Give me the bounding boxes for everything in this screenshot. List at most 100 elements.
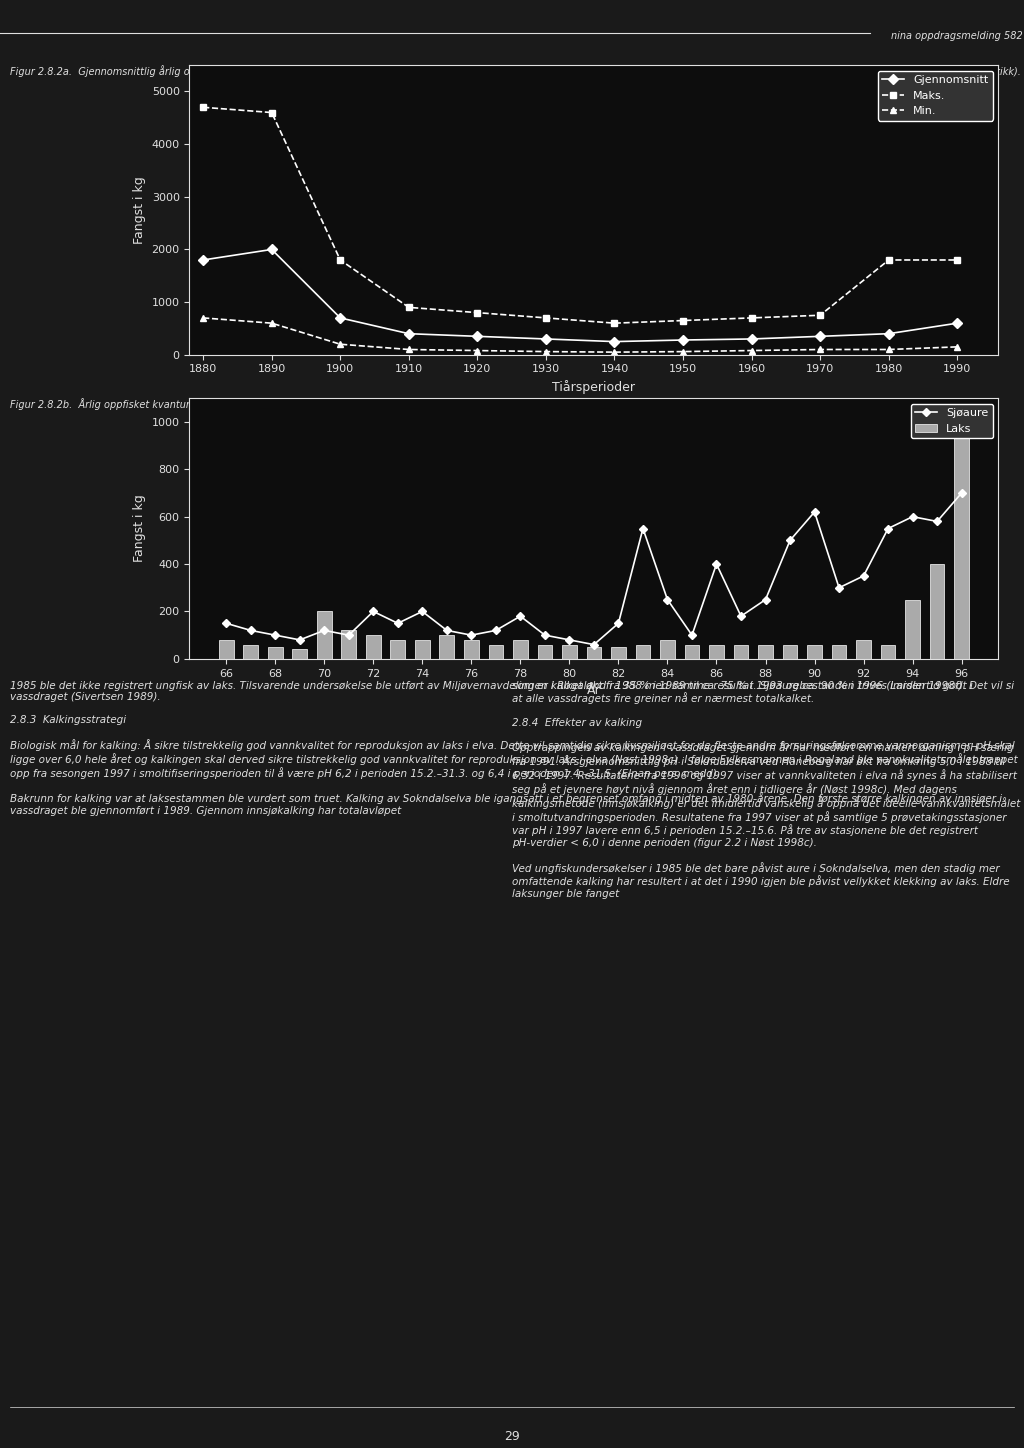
Sjøaure: [269, 627, 282, 644]
Maks.: [745, 310, 758, 327]
Sjøaure: [391, 614, 403, 631]
Line: Min.: Min.: [200, 314, 961, 356]
Sjøaure: [416, 602, 428, 620]
Gjennomsnitt: [745, 330, 758, 348]
Sjøaure: [833, 579, 845, 597]
Sjøaure: [368, 602, 380, 620]
Sjøaure: [808, 504, 820, 521]
Line: Sjøaure: Sjøaure: [223, 491, 965, 647]
Bar: [538, 644, 552, 659]
Gjennomsnitt: [334, 310, 346, 327]
Min.: [745, 342, 758, 359]
Sjøaure: [931, 513, 943, 530]
Sjøaure: [489, 621, 502, 639]
Bar: [930, 565, 944, 659]
Y-axis label: Fangst i kg: Fangst i kg: [133, 177, 146, 243]
Gjennomsnitt: [814, 327, 826, 345]
Bar: [758, 644, 773, 659]
X-axis label: Tiårsperioder: Tiårsperioder: [552, 379, 636, 394]
Bar: [733, 644, 749, 659]
Bar: [366, 636, 381, 659]
Min.: [883, 340, 895, 358]
Maks.: [608, 314, 621, 332]
Maks.: [814, 307, 826, 324]
Sjøaure: [539, 627, 551, 644]
Bar: [881, 644, 895, 659]
Sjøaure: [735, 608, 748, 626]
Sjøaure: [955, 484, 968, 501]
Bar: [390, 640, 406, 659]
Sjøaure: [662, 591, 674, 608]
Bar: [293, 649, 307, 659]
Min.: [951, 339, 964, 356]
Maks.: [334, 252, 346, 269]
Gjennomsnitt: [883, 324, 895, 342]
Bar: [316, 611, 332, 659]
Maks.: [197, 98, 209, 116]
Min.: [197, 310, 209, 327]
Sjøaure: [563, 631, 575, 649]
Maks.: [402, 298, 415, 316]
Sjøaure: [343, 627, 355, 644]
Bar: [219, 640, 233, 659]
Sjøaure: [760, 591, 772, 608]
Gjennomsnitt: [540, 330, 552, 348]
Text: 29: 29: [504, 1431, 520, 1442]
Legend: Gjennomsnitt, Maks., Min.: Gjennomsnitt, Maks., Min.: [878, 71, 993, 120]
Bar: [807, 644, 822, 659]
X-axis label: År: År: [587, 683, 601, 696]
Bar: [244, 644, 258, 659]
Text: Figur 2.8.2b.  Årlig oppfisket kvantum av laks og sjøaure i Sokndalselva i perio: Figur 2.8.2b. Årlig oppfisket kvantum av…: [10, 398, 601, 410]
Min.: [402, 340, 415, 358]
Sjøaure: [882, 520, 894, 537]
Gjennomsnitt: [197, 252, 209, 269]
Bar: [464, 640, 478, 659]
Sjøaure: [784, 531, 797, 549]
Text: nina oppdragsmelding 582: nina oppdragsmelding 582: [891, 32, 1023, 41]
Sjøaure: [637, 520, 649, 537]
Bar: [636, 644, 650, 659]
Min.: [265, 314, 278, 332]
Bar: [856, 640, 871, 659]
Bar: [685, 644, 699, 659]
Line: Maks.: Maks.: [200, 104, 961, 327]
Bar: [611, 647, 626, 659]
Bar: [710, 644, 724, 659]
Min.: [471, 342, 483, 359]
Sjøaure: [294, 631, 306, 649]
Bar: [954, 434, 969, 659]
Gjennomsnitt: [471, 327, 483, 345]
Bar: [488, 644, 503, 659]
Gjennomsnitt: [402, 324, 415, 342]
Y-axis label: Fangst i kg: Fangst i kg: [133, 495, 146, 562]
Maks.: [951, 252, 964, 269]
Min.: [814, 340, 826, 358]
Sjøaure: [686, 627, 698, 644]
Line: Gjennomsnitt: Gjennomsnitt: [200, 246, 961, 345]
Maks.: [471, 304, 483, 321]
Gjennomsnitt: [951, 314, 964, 332]
Sjøaure: [245, 621, 257, 639]
Bar: [905, 599, 920, 659]
Gjennomsnitt: [265, 240, 278, 258]
Sjøaure: [318, 621, 331, 639]
Bar: [268, 647, 283, 659]
Min.: [540, 343, 552, 361]
Bar: [660, 640, 675, 659]
Sjøaure: [711, 556, 723, 573]
Bar: [341, 630, 356, 659]
Min.: [677, 343, 689, 361]
Sjøaure: [440, 621, 453, 639]
Min.: [608, 343, 621, 361]
Text: Figur 2.8.2a.  Gjennomsnittlig årlig oppfisket kvantum av laks og sjøaure i Sokn: Figur 2.8.2a. Gjennomsnittlig årlig oppf…: [10, 65, 1021, 77]
Bar: [415, 640, 430, 659]
Sjøaure: [906, 508, 919, 526]
Bar: [782, 644, 798, 659]
Maks.: [677, 311, 689, 329]
Bar: [513, 640, 527, 659]
Sjøaure: [465, 627, 477, 644]
Text: 1985 ble det ikke registrert ungfisk av laks. Tilsvarende undersøkelse ble utfør: 1985 ble det ikke registrert ungfisk av …: [10, 681, 1018, 815]
Sjøaure: [220, 614, 232, 631]
Gjennomsnitt: [608, 333, 621, 350]
Text: som er kalket økt fra 35 % i 1989 til ca. 75 % i 1993 og ca. 90 % i 1996 (Larsen: som er kalket økt fra 35 % i 1989 til ca…: [512, 681, 1020, 899]
